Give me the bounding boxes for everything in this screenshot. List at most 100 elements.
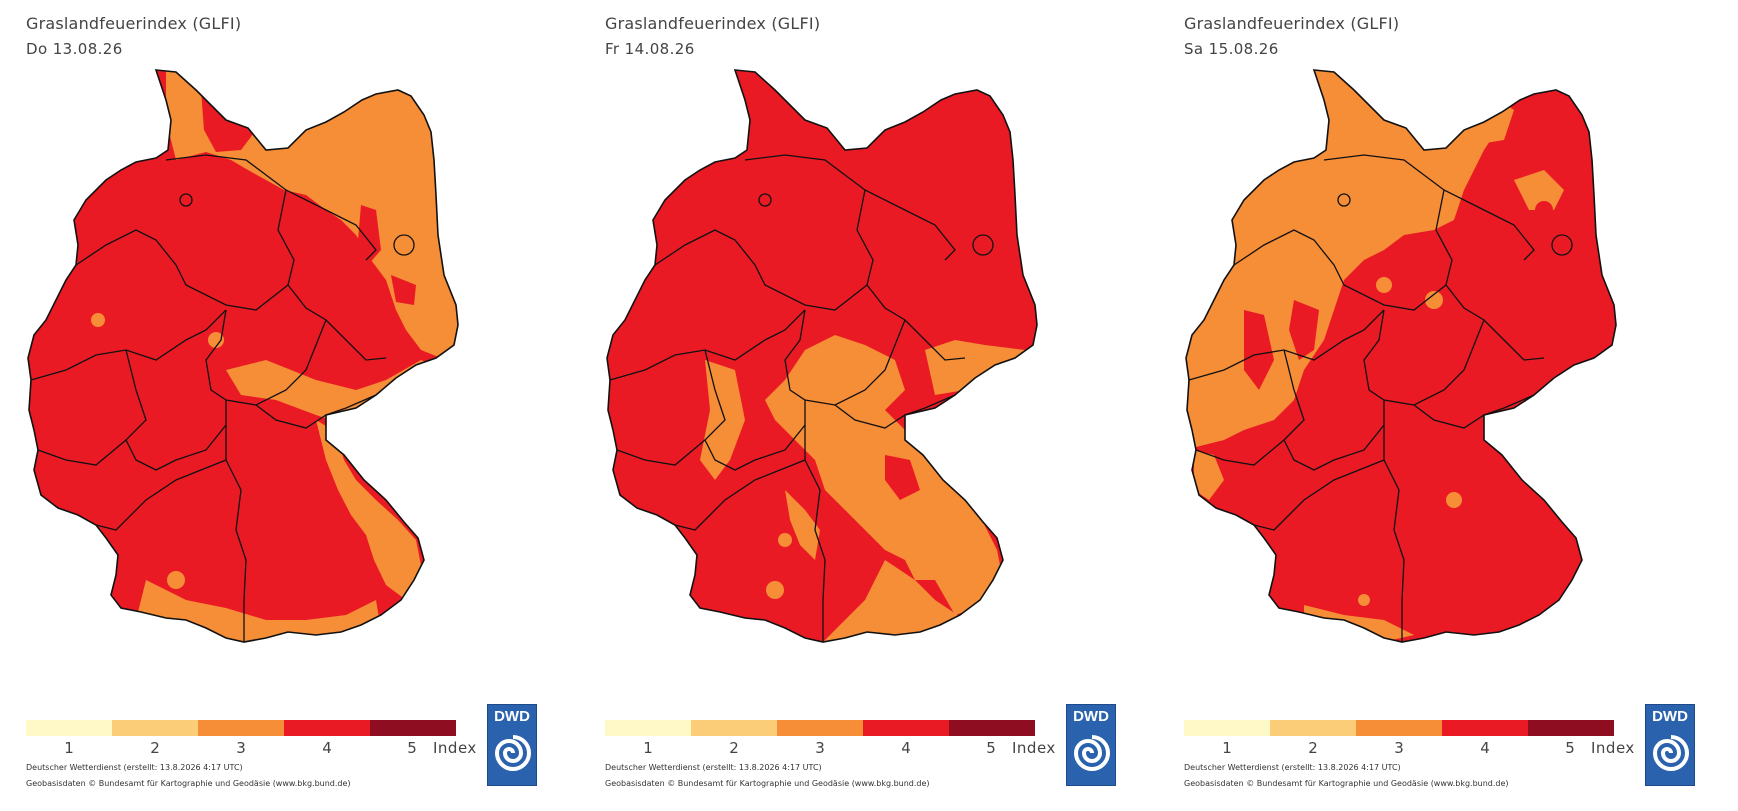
- legend-unit: Index: [433, 739, 477, 757]
- state-border: [1337, 193, 1351, 207]
- state-border: [616, 439, 706, 466]
- legend-tick: 1: [643, 739, 653, 757]
- state-border: [1323, 154, 1535, 261]
- risk-area-class3: [766, 581, 784, 599]
- state-border: [393, 234, 415, 256]
- state-border: [804, 459, 826, 642]
- state-border: [225, 459, 247, 642]
- map-title: Graslandfeuerindex (GLFI): [26, 14, 242, 33]
- forecast-panel-day3: Graslandfeuerindex (GLFI) Sa 15.08.26: [1158, 0, 1737, 811]
- risk-area-class4: [1289, 300, 1319, 360]
- legend-tick: 2: [1308, 739, 1318, 757]
- map-title: Graslandfeuerindex (GLFI): [1184, 14, 1400, 33]
- map-date: Fr 14.08.26: [605, 40, 695, 58]
- state-border: [834, 394, 956, 429]
- state-border: [704, 349, 806, 471]
- credit-line: Geobasisdaten © Bundesamt für Kartograph…: [605, 779, 930, 788]
- state-border: [758, 193, 772, 207]
- risk-area-class3: [925, 340, 1025, 395]
- legend-swatch-2: [691, 720, 777, 736]
- risk-area-class4: [391, 275, 416, 305]
- legend-unit: Index: [1591, 739, 1635, 757]
- risk-area-class4: [1244, 310, 1274, 390]
- state-border: [255, 394, 377, 429]
- color-scale-legend: [605, 720, 1035, 736]
- legend-swatch-1: [26, 720, 112, 736]
- legend-swatch-5: [370, 720, 456, 736]
- legend-tick: 3: [1394, 739, 1404, 757]
- risk-area-class4: [1535, 201, 1553, 219]
- germany-glfi-map: [1185, 69, 1617, 643]
- legend-swatch-3: [1356, 720, 1442, 736]
- legend-tick: 5: [986, 739, 996, 757]
- state-border: [30, 309, 227, 381]
- legend-tick: 2: [150, 739, 160, 757]
- state-border: [37, 439, 127, 466]
- legend-unit: Index: [1012, 739, 1056, 757]
- credit-line: Deutscher Wetterdienst (erstellt: 13.8.2…: [605, 763, 822, 772]
- dwd-spiral-icon: [1652, 735, 1689, 771]
- risk-area-class3: [316, 420, 424, 600]
- state-border: [75, 229, 289, 311]
- legend-tick: 1: [1222, 739, 1232, 757]
- risk-area-class3: [1194, 450, 1224, 500]
- risk-area-class3: [1425, 291, 1443, 309]
- legend-swatch-1: [605, 720, 691, 736]
- state-border: [1383, 459, 1405, 642]
- risk-area-class3: [91, 313, 105, 327]
- dwd-logo: DWD: [487, 704, 537, 786]
- state-border: [1413, 394, 1535, 429]
- dwd-logo: DWD: [1645, 704, 1695, 786]
- state-border: [1188, 309, 1385, 381]
- legend-swatch-5: [1528, 720, 1614, 736]
- logo-text: DWD: [1073, 708, 1109, 725]
- risk-area-class3: [1424, 90, 1514, 145]
- legend-swatch-2: [112, 720, 198, 736]
- state-border: [1283, 349, 1385, 471]
- legend-swatch-2: [1270, 720, 1356, 736]
- map-date: Do 13.08.26: [26, 40, 123, 58]
- state-border: [856, 189, 966, 361]
- risk-area-class3: [1358, 594, 1370, 606]
- legend-tick: 3: [236, 739, 246, 757]
- dwd-spiral-icon: [1073, 735, 1110, 771]
- risk-area-class3: [208, 332, 224, 348]
- color-scale-legend: [26, 720, 456, 736]
- legend-swatch-3: [198, 720, 284, 736]
- state-border: [1195, 439, 1285, 466]
- risk-area-class3: [765, 335, 1003, 615]
- legend-tick: 4: [322, 739, 332, 757]
- risk-area-class3: [1376, 277, 1392, 293]
- state-border: [125, 349, 227, 471]
- logo-text: DWD: [494, 708, 530, 725]
- legend-tick: 4: [1480, 739, 1490, 757]
- germany-glfi-map: [27, 69, 459, 643]
- risk-area-class3: [700, 360, 745, 480]
- credit-line: Deutscher Wetterdienst (erstellt: 13.8.2…: [1184, 763, 1401, 772]
- legend-tick: 3: [815, 739, 825, 757]
- forecast-panel-day2: Graslandfeuerindex (GLFI) Fr 14.08.26: [579, 0, 1158, 811]
- credit-line: Deutscher Wetterdienst (erstellt: 13.8.2…: [26, 763, 243, 772]
- legend-swatch-4: [284, 720, 370, 736]
- state-border: [165, 154, 377, 261]
- legend-tick: 4: [901, 739, 911, 757]
- map-date: Sa 15.08.26: [1184, 40, 1279, 58]
- dwd-spiral-icon: [494, 735, 531, 771]
- logo-text: DWD: [1652, 708, 1688, 725]
- germany-glfi-map: [606, 69, 1038, 643]
- legend-tick: 2: [729, 739, 739, 757]
- legend-swatch-4: [1442, 720, 1528, 736]
- forecast-panel-day1: Graslandfeuerindex (GLFI) Do 13.08.26: [0, 0, 579, 811]
- credit-line: Geobasisdaten © Bundesamt für Kartograph…: [1184, 779, 1509, 788]
- legend-swatch-3: [777, 720, 863, 736]
- state-border: [1551, 234, 1573, 256]
- map-title: Graslandfeuerindex (GLFI): [605, 14, 821, 33]
- state-border: [179, 193, 193, 207]
- state-border: [972, 234, 994, 256]
- legend-tick: 1: [64, 739, 74, 757]
- risk-area-class4: [885, 455, 920, 500]
- state-border: [1233, 229, 1447, 311]
- risk-area-class3: [1446, 492, 1462, 508]
- state-border: [744, 154, 956, 261]
- legend-tick: 5: [407, 739, 417, 757]
